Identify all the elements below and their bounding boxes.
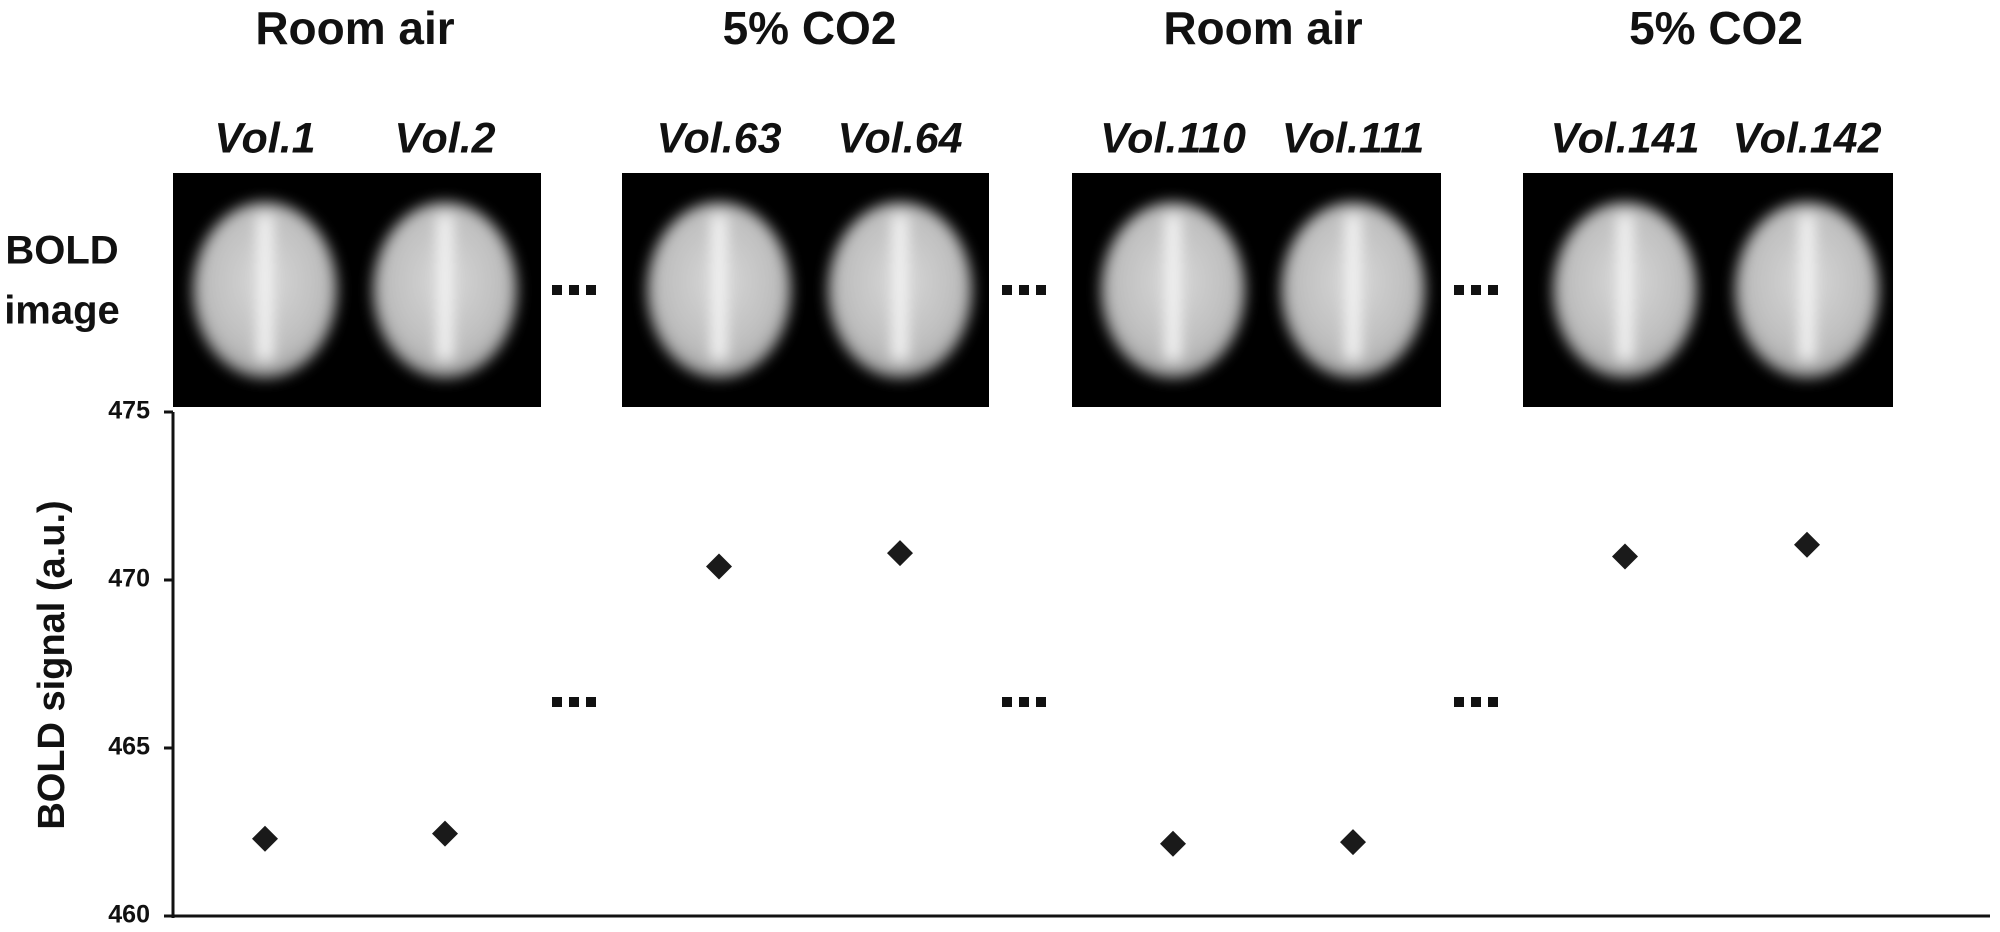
midline [1346, 215, 1360, 360]
y-axis-label: BOLD signal (a.u.) [31, 500, 73, 829]
brain-image [193, 202, 337, 378]
midline [712, 215, 726, 360]
volume-label: Vol.64 [837, 114, 962, 162]
condition-label: 5% CO2 [723, 2, 897, 54]
data-point [1794, 531, 1820, 558]
y-tick-label: 475 [108, 397, 150, 425]
volume-label: Vol.141 [1551, 114, 1700, 162]
brain-image [1281, 202, 1425, 378]
data-point [706, 553, 732, 580]
data-point [432, 820, 458, 847]
brain-image [373, 202, 517, 378]
row-label: BOLD [5, 229, 118, 273]
data-point [252, 825, 278, 852]
brain-image [647, 202, 791, 378]
y-tick-label: 460 [108, 901, 150, 929]
data-point [1340, 829, 1366, 856]
midline [893, 215, 907, 360]
y-tick-label: 465 [108, 733, 150, 761]
midline [1618, 215, 1632, 360]
brain-image [1735, 202, 1879, 378]
volume-label: Vol.63 [656, 114, 781, 162]
data-point [1160, 830, 1186, 857]
data-point [887, 540, 913, 567]
brain-image [1101, 202, 1245, 378]
brain-image [828, 202, 972, 378]
midline [438, 215, 452, 360]
row-label: image [4, 289, 120, 333]
data-point [1612, 543, 1638, 570]
condition-label: 5% CO2 [1629, 2, 1803, 54]
condition-label: Room air [255, 2, 454, 54]
volume-label: Vol.2 [394, 114, 495, 162]
midline [1166, 215, 1180, 360]
volume-label: Vol.111 [1282, 114, 1425, 162]
image-panels [173, 173, 1893, 407]
brain-image [1553, 202, 1697, 378]
volume-label: Vol.142 [1733, 114, 1882, 162]
condition-label: Room air [1163, 2, 1362, 54]
midline [1800, 215, 1814, 360]
volume-label: Vol.110 [1100, 114, 1246, 162]
y-tick-label: 470 [108, 565, 150, 593]
ellipsis-marks [552, 285, 1498, 707]
volume-label: Vol.1 [214, 114, 315, 162]
midline [258, 215, 272, 360]
